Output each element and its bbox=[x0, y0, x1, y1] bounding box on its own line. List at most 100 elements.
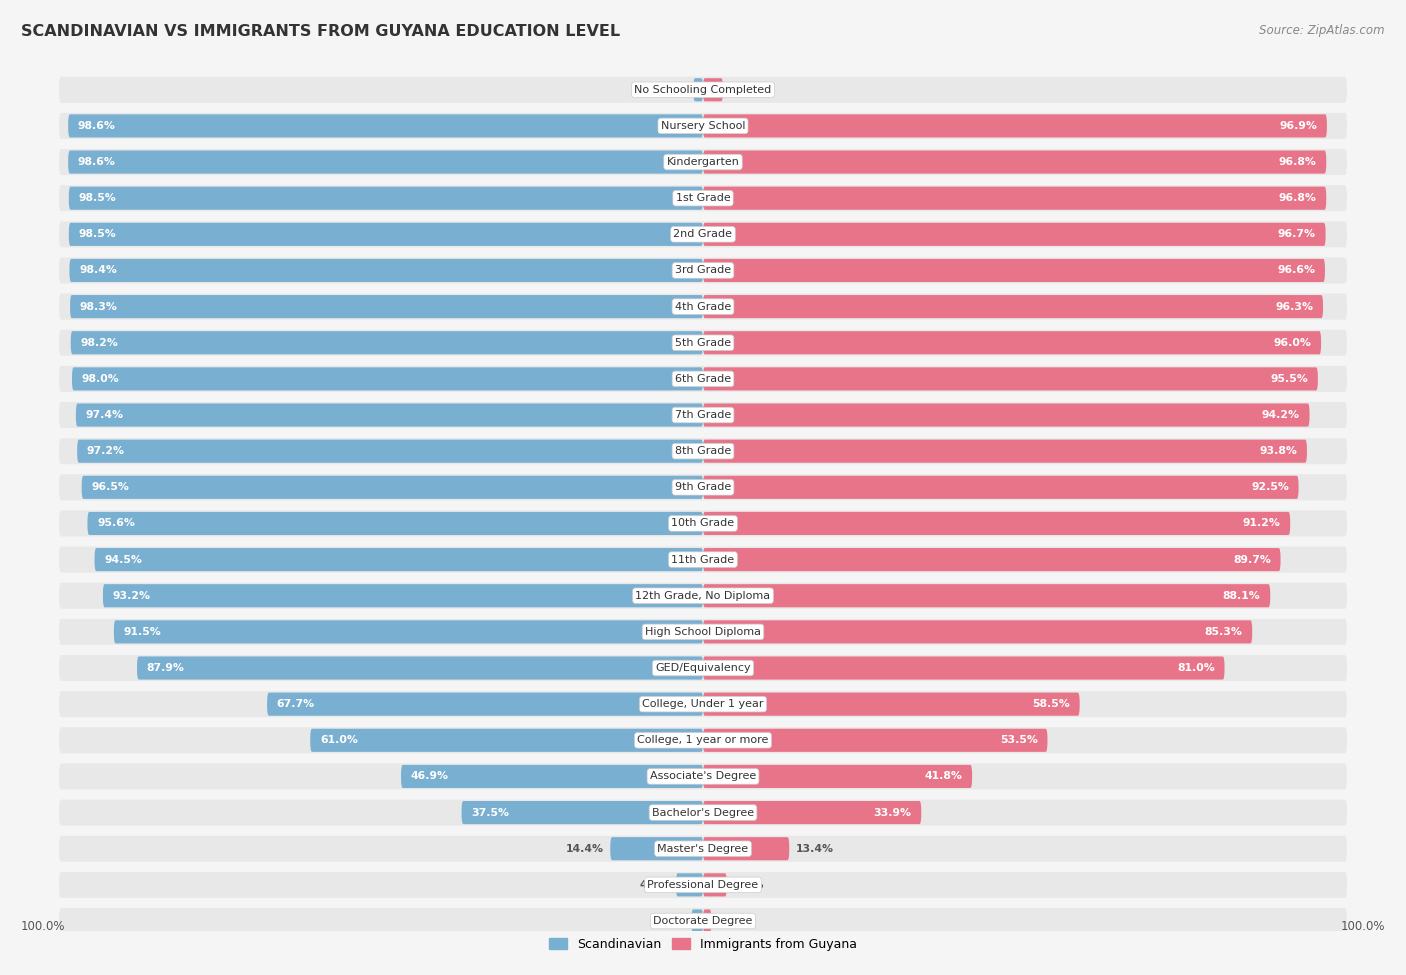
Text: 96.5%: 96.5% bbox=[91, 483, 129, 492]
Text: 61.0%: 61.0% bbox=[321, 735, 357, 745]
Text: 2nd Grade: 2nd Grade bbox=[673, 229, 733, 239]
Text: Kindergarten: Kindergarten bbox=[666, 157, 740, 167]
Text: 9th Grade: 9th Grade bbox=[675, 483, 731, 492]
Text: 94.2%: 94.2% bbox=[1261, 410, 1301, 420]
FancyBboxPatch shape bbox=[703, 910, 711, 932]
Text: GED/Equivalency: GED/Equivalency bbox=[655, 663, 751, 673]
FancyBboxPatch shape bbox=[59, 547, 1347, 572]
FancyBboxPatch shape bbox=[703, 259, 1324, 282]
Text: 4.2%: 4.2% bbox=[638, 879, 669, 890]
Text: 97.2%: 97.2% bbox=[87, 447, 125, 456]
FancyBboxPatch shape bbox=[67, 114, 703, 137]
Text: 95.5%: 95.5% bbox=[1271, 373, 1308, 384]
Text: 14.4%: 14.4% bbox=[565, 843, 603, 854]
FancyBboxPatch shape bbox=[703, 440, 1308, 463]
Text: 1.8%: 1.8% bbox=[655, 916, 685, 926]
FancyBboxPatch shape bbox=[59, 836, 1347, 862]
Text: 94.5%: 94.5% bbox=[104, 555, 142, 565]
FancyBboxPatch shape bbox=[703, 295, 1323, 318]
Text: 3.1%: 3.1% bbox=[730, 85, 759, 95]
Text: 96.3%: 96.3% bbox=[1275, 301, 1313, 312]
FancyBboxPatch shape bbox=[59, 727, 1347, 754]
Text: 46.9%: 46.9% bbox=[411, 771, 449, 781]
Text: 89.7%: 89.7% bbox=[1233, 555, 1271, 565]
FancyBboxPatch shape bbox=[67, 150, 703, 174]
FancyBboxPatch shape bbox=[59, 800, 1347, 826]
Text: 96.8%: 96.8% bbox=[1278, 157, 1316, 167]
Text: 96.8%: 96.8% bbox=[1278, 193, 1316, 203]
FancyBboxPatch shape bbox=[703, 78, 723, 101]
FancyBboxPatch shape bbox=[69, 259, 703, 282]
Text: 98.6%: 98.6% bbox=[77, 157, 115, 167]
FancyBboxPatch shape bbox=[703, 728, 1047, 752]
FancyBboxPatch shape bbox=[703, 620, 1253, 644]
FancyBboxPatch shape bbox=[59, 330, 1347, 356]
FancyBboxPatch shape bbox=[76, 404, 703, 427]
FancyBboxPatch shape bbox=[59, 366, 1347, 392]
FancyBboxPatch shape bbox=[59, 221, 1347, 248]
FancyBboxPatch shape bbox=[59, 402, 1347, 428]
Text: 100.0%: 100.0% bbox=[1341, 919, 1385, 932]
FancyBboxPatch shape bbox=[59, 655, 1347, 681]
Text: 91.2%: 91.2% bbox=[1243, 519, 1281, 528]
FancyBboxPatch shape bbox=[401, 764, 703, 788]
Text: 98.2%: 98.2% bbox=[80, 337, 118, 348]
Text: 3.7%: 3.7% bbox=[734, 879, 763, 890]
FancyBboxPatch shape bbox=[69, 186, 703, 210]
Text: 4th Grade: 4th Grade bbox=[675, 301, 731, 312]
Text: 5th Grade: 5th Grade bbox=[675, 337, 731, 348]
FancyBboxPatch shape bbox=[59, 763, 1347, 790]
Text: 98.5%: 98.5% bbox=[79, 193, 117, 203]
Text: 98.6%: 98.6% bbox=[77, 121, 115, 131]
FancyBboxPatch shape bbox=[70, 332, 703, 354]
FancyBboxPatch shape bbox=[59, 511, 1347, 536]
Text: 3rd Grade: 3rd Grade bbox=[675, 265, 731, 276]
FancyBboxPatch shape bbox=[59, 474, 1347, 500]
Text: Professional Degree: Professional Degree bbox=[647, 879, 759, 890]
FancyBboxPatch shape bbox=[461, 801, 703, 824]
Text: Doctorate Degree: Doctorate Degree bbox=[654, 916, 752, 926]
FancyBboxPatch shape bbox=[59, 113, 1347, 138]
Text: 93.8%: 93.8% bbox=[1260, 447, 1298, 456]
FancyBboxPatch shape bbox=[703, 332, 1322, 354]
Text: Bachelor's Degree: Bachelor's Degree bbox=[652, 807, 754, 818]
FancyBboxPatch shape bbox=[703, 476, 1299, 499]
FancyBboxPatch shape bbox=[692, 910, 703, 932]
Text: 67.7%: 67.7% bbox=[277, 699, 315, 709]
FancyBboxPatch shape bbox=[703, 548, 1281, 571]
Text: Master's Degree: Master's Degree bbox=[658, 843, 748, 854]
Text: 41.8%: 41.8% bbox=[925, 771, 963, 781]
Text: 7th Grade: 7th Grade bbox=[675, 410, 731, 420]
Text: 97.4%: 97.4% bbox=[86, 410, 124, 420]
FancyBboxPatch shape bbox=[703, 692, 1080, 716]
FancyBboxPatch shape bbox=[59, 77, 1347, 102]
FancyBboxPatch shape bbox=[703, 186, 1326, 210]
Text: 10th Grade: 10th Grade bbox=[672, 519, 734, 528]
Legend: Scandinavian, Immigrants from Guyana: Scandinavian, Immigrants from Guyana bbox=[544, 932, 862, 955]
Text: 33.9%: 33.9% bbox=[873, 807, 911, 818]
FancyBboxPatch shape bbox=[59, 257, 1347, 284]
FancyBboxPatch shape bbox=[59, 908, 1347, 934]
FancyBboxPatch shape bbox=[94, 548, 703, 571]
Text: 96.6%: 96.6% bbox=[1277, 265, 1316, 276]
Text: College, Under 1 year: College, Under 1 year bbox=[643, 699, 763, 709]
Text: 98.3%: 98.3% bbox=[80, 301, 118, 312]
Text: 58.5%: 58.5% bbox=[1032, 699, 1070, 709]
FancyBboxPatch shape bbox=[136, 656, 703, 680]
FancyBboxPatch shape bbox=[676, 874, 703, 896]
Text: SCANDINAVIAN VS IMMIGRANTS FROM GUYANA EDUCATION LEVEL: SCANDINAVIAN VS IMMIGRANTS FROM GUYANA E… bbox=[21, 24, 620, 39]
Text: 8th Grade: 8th Grade bbox=[675, 447, 731, 456]
FancyBboxPatch shape bbox=[87, 512, 703, 535]
FancyBboxPatch shape bbox=[114, 620, 703, 644]
FancyBboxPatch shape bbox=[59, 619, 1347, 644]
Text: 53.5%: 53.5% bbox=[1000, 735, 1038, 745]
Text: Nursery School: Nursery School bbox=[661, 121, 745, 131]
FancyBboxPatch shape bbox=[693, 78, 703, 101]
Text: 1.5%: 1.5% bbox=[657, 85, 688, 95]
Text: 88.1%: 88.1% bbox=[1223, 591, 1261, 601]
FancyBboxPatch shape bbox=[59, 293, 1347, 320]
Text: Associate's Degree: Associate's Degree bbox=[650, 771, 756, 781]
Text: 100.0%: 100.0% bbox=[21, 919, 65, 932]
FancyBboxPatch shape bbox=[103, 584, 703, 607]
FancyBboxPatch shape bbox=[267, 692, 703, 716]
